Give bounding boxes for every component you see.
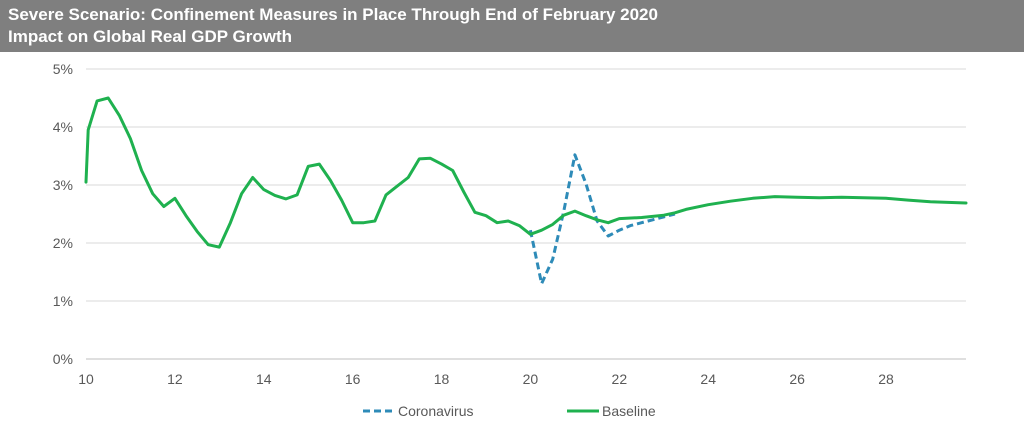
gridlines xyxy=(86,68,966,302)
series-line-coronavirus xyxy=(528,153,676,286)
x-axis-ticks: 10 12 14 16 18 20 22 24 26 28 xyxy=(78,371,894,387)
legend-label: Coronavirus xyxy=(398,403,473,419)
x-tick-label: 16 xyxy=(345,371,361,387)
x-tick-label: 26 xyxy=(789,371,805,387)
y-axis-ticks: 0% 1% 2% 3% 4% 5% xyxy=(53,61,73,367)
x-tick-label: 12 xyxy=(167,371,183,387)
x-tick-label: 22 xyxy=(612,371,628,387)
chart-title: Severe Scenario: Confinement Measures in… xyxy=(8,5,658,24)
y-tick-label: 4% xyxy=(53,119,73,135)
chart-subtitle: Impact on Global Real GDP Growth xyxy=(8,27,293,46)
legend-label: Baseline xyxy=(602,403,656,419)
x-tick-label: 14 xyxy=(256,371,272,387)
y-tick-label: 3% xyxy=(53,177,73,193)
x-tick-label: 20 xyxy=(523,371,539,387)
x-tick-label: 24 xyxy=(700,371,716,387)
x-tick-label: 28 xyxy=(878,371,894,387)
legend: Coronavirus Baseline xyxy=(363,403,656,419)
y-tick-label: 0% xyxy=(53,351,73,367)
chart-header: Severe Scenario: Confinement Measures in… xyxy=(0,0,1024,52)
x-tick-label: 10 xyxy=(78,371,94,387)
y-tick-label: 1% xyxy=(53,293,73,309)
series-lines xyxy=(84,96,968,286)
x-tick-label: 18 xyxy=(434,371,450,387)
series-line-baseline xyxy=(84,96,968,249)
y-tick-label: 2% xyxy=(53,235,73,251)
y-tick-label: 5% xyxy=(53,61,73,77)
